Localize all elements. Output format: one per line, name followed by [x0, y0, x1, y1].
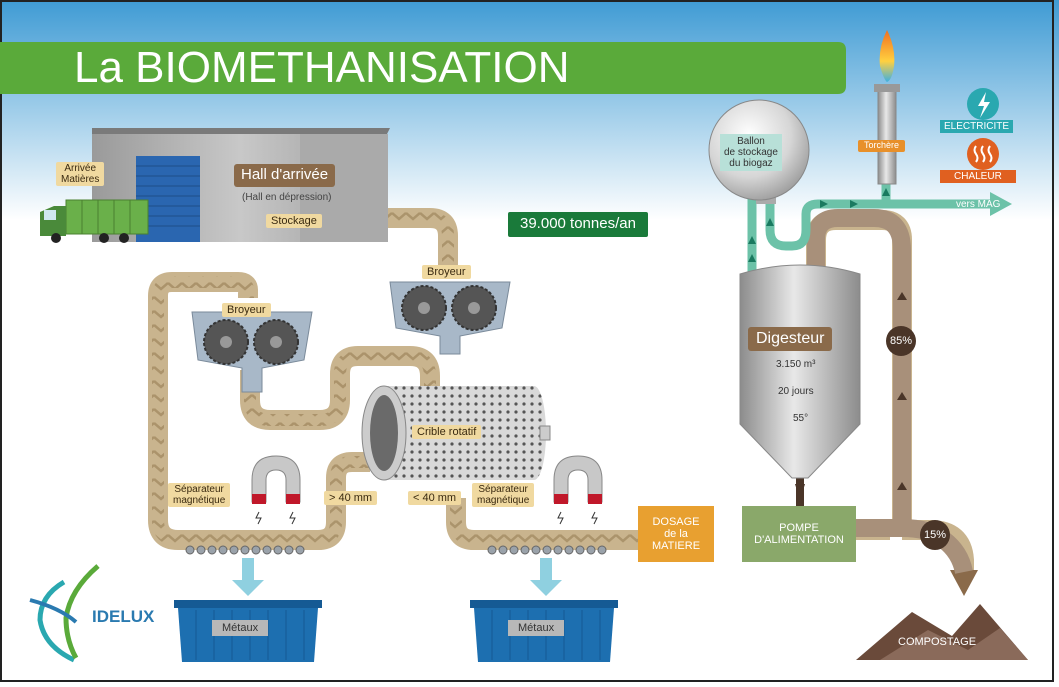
pct85-badge: 85%: [886, 326, 916, 356]
magnet-icon: [251, 455, 301, 525]
digesteur-volume: 3.150 m³: [776, 359, 816, 370]
stockage-label: Stockage: [266, 214, 322, 229]
page-title: La BIOMETHANISATION: [74, 43, 570, 92]
flare-stack: [874, 30, 900, 185]
title-bar: [0, 42, 846, 94]
digester-tank: [739, 264, 861, 479]
hall-label: Hall d'arrivée: [234, 164, 336, 187]
arrow-icon: [950, 570, 978, 596]
separateur-left-label: Séparateur magnétique: [168, 483, 231, 507]
dosage-line2: de la: [664, 527, 688, 540]
arrivee-line1: Arrivée: [64, 163, 97, 174]
separateur-right-line2: magnétique: [477, 495, 530, 506]
separateur-right-line1: Séparateur: [478, 484, 528, 495]
gt40-label: > 40 mm: [324, 491, 378, 506]
magnet-icon: [553, 455, 603, 525]
arrow-icon: [232, 558, 562, 596]
hall-subtitle: (Hall en dépression): [242, 192, 332, 203]
flame-icon: [879, 30, 895, 82]
arrivee-label: Arrivée Matières: [56, 162, 105, 186]
logo-text: IDELUX: [92, 607, 155, 626]
truck-icon: [40, 199, 149, 243]
ballon-line2: de stockage: [724, 147, 778, 158]
pompe-line2: D'ALIMENTATION: [754, 534, 844, 546]
digesteur-temp: 55°: [793, 413, 809, 424]
electricite-label: ELECTRICITE: [940, 120, 1014, 133]
arrivee-line2: Matières: [61, 174, 100, 185]
tonnage-badge: 39.000 tonnes/an: [508, 212, 648, 237]
vers-mag-label: vers MAG: [956, 199, 1001, 210]
broyeur-right-label: Broyeur: [422, 265, 471, 280]
dosage-line1: DOSAGE: [652, 515, 700, 528]
pct15-badge: 15%: [920, 520, 950, 550]
digesteur-label: Digesteur: [748, 327, 833, 351]
lt40-label: < 40 mm: [408, 491, 462, 506]
broyeur-right-shape: [389, 281, 511, 355]
separateur-left-line1: Séparateur: [174, 484, 224, 495]
ballon-label: Ballon de stockage du biogaz: [720, 134, 782, 171]
dosage-box: DOSAGE de la MATIERE: [638, 506, 714, 562]
separateur-right-label: Séparateur magnétique: [472, 483, 535, 507]
digesteur-days: 20 jours: [778, 386, 814, 397]
ballon-line3: du biogaz: [729, 158, 773, 169]
chaleur-label: CHALEUR: [940, 170, 1016, 183]
metaux-right-label: Métaux: [508, 620, 565, 637]
torchere-label: Torchère: [858, 140, 906, 152]
broyeur-left-shape: [191, 311, 313, 393]
crible-rotatif-shape: [361, 385, 551, 481]
rollers: [185, 545, 607, 555]
idelux-logo-icon: [29, 564, 100, 663]
ballon-line1: Ballon: [737, 136, 765, 147]
compostage-label: COMPOSTAGE: [898, 636, 977, 648]
compost-piles: [856, 604, 1028, 660]
separateur-left-line2: magnétique: [173, 495, 226, 506]
dosage-line3: MATIERE: [651, 540, 701, 553]
metaux-left-label: Métaux: [212, 620, 269, 637]
crible-label: Crible rotatif: [412, 425, 482, 440]
pompe-box: POMPE D'ALIMENTATION: [742, 506, 856, 562]
broyeur-left-label: Broyeur: [222, 303, 271, 318]
pompe-line1: POMPE: [779, 521, 819, 534]
